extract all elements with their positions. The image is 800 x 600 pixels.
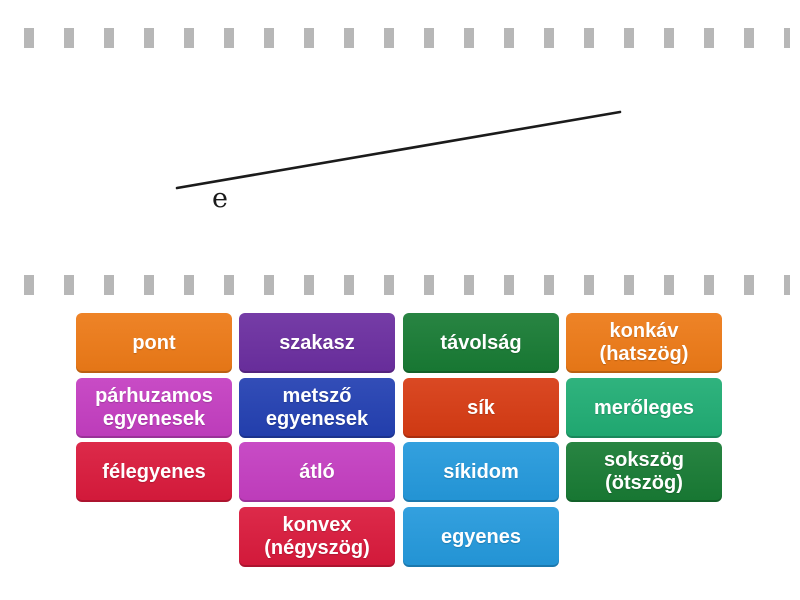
line-label: e	[212, 183, 228, 214]
answer-sik[interactable]: sík	[403, 378, 559, 438]
answer-konkav-hatszog[interactable]: konkáv (hatszög)	[566, 313, 722, 373]
answer-egyenes[interactable]: egyenes	[403, 507, 559, 567]
answer-parhuzamos-egyenesek[interactable]: párhuzamos egyenesek	[76, 378, 232, 438]
answer-pont[interactable]: pont	[76, 313, 232, 373]
answer-felegyenes[interactable]: félegyenes	[76, 442, 232, 502]
answer-konvex-negyszog[interactable]: konvex (négyszög)	[239, 507, 395, 567]
answer-meroleges[interactable]: merőleges	[566, 378, 722, 438]
line-drawing	[175, 110, 622, 190]
question-figure: e	[160, 95, 640, 225]
answer-sikidom[interactable]: síkidom	[403, 442, 559, 502]
answer-sokszog-otszog[interactable]: sokszög (ötszög)	[566, 442, 722, 502]
answer-atlo[interactable]: átló	[239, 442, 395, 502]
filmstrip-bottom	[24, 275, 790, 295]
answer-tavolsag[interactable]: távolság	[403, 313, 559, 373]
answer-szakasz[interactable]: szakasz	[239, 313, 395, 373]
answer-metszo-egyenesek[interactable]: metsző egyenesek	[239, 378, 395, 438]
filmstrip-top	[24, 28, 790, 48]
